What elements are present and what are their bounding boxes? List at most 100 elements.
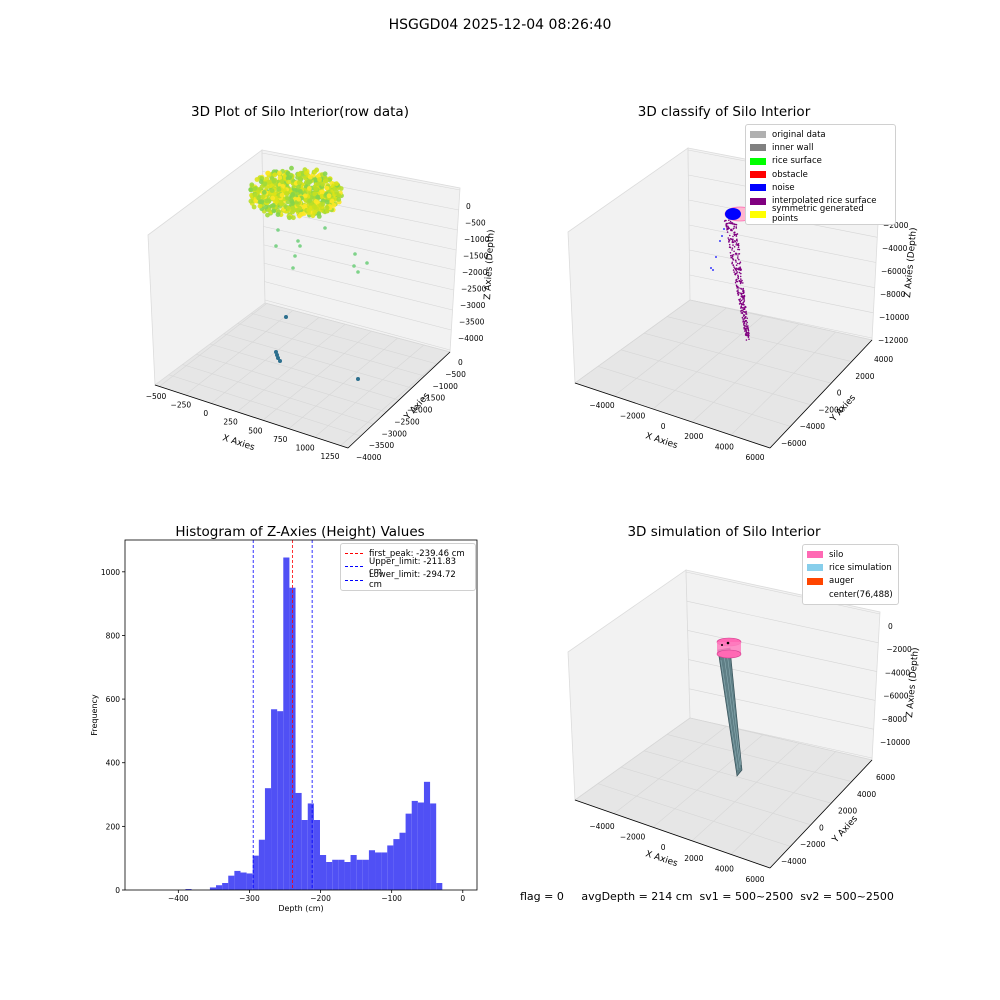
- histogram-bar: [430, 803, 437, 890]
- histogram-bar: [350, 855, 357, 890]
- histogram-bar: [375, 852, 382, 890]
- histogram-bar: [436, 883, 443, 890]
- interpolated-point: [740, 306, 743, 309]
- interpolated-point: [740, 299, 743, 302]
- raw-data-point: [316, 181, 321, 187]
- raw-data-point: [313, 199, 319, 204]
- raw-data-point: [322, 171, 328, 177]
- interpolated-point: [744, 306, 747, 309]
- interpolated-point: [732, 235, 734, 238]
- grid-line: [237, 323, 425, 377]
- raw-data-point: [334, 181, 339, 187]
- raw-data-point: [257, 199, 263, 205]
- legend-label: Upper_limit: -211.83 cm: [369, 556, 457, 577]
- grid-line: [264, 262, 453, 311]
- x-tick-label: 0: [661, 422, 666, 431]
- interpolated-point: [732, 241, 735, 244]
- interpolated-point: [742, 320, 745, 322]
- grid-line: [168, 374, 361, 437]
- histogram-bar: [411, 800, 418, 890]
- z-tick-label: −6000: [881, 267, 907, 276]
- interpolated-point: [731, 229, 733, 232]
- raw-data-point: [284, 195, 290, 201]
- histogram-bar: [307, 803, 314, 890]
- grid-line: [643, 332, 832, 384]
- interpolated-point: [729, 246, 732, 249]
- interpolated-point: [731, 262, 733, 265]
- raw-data-point: [252, 186, 258, 192]
- legend-label: rice simulation: [829, 562, 892, 573]
- histogram-bar: [283, 557, 290, 890]
- status-footer: flag = 0 avgDepth = 214 cm sv1 = 500~250…: [520, 890, 894, 903]
- grid-line: [666, 316, 852, 362]
- grid-line: [689, 717, 873, 761]
- grid-line: [182, 364, 374, 425]
- y-tick-label: −1000: [433, 382, 459, 391]
- histogram-bar: [240, 872, 247, 890]
- legend-label: auger: [829, 576, 854, 587]
- x-tick-label: −250: [171, 401, 192, 410]
- raw-data-point: [253, 198, 259, 204]
- interpolated-point: [734, 233, 737, 236]
- interpolated-point: [730, 254, 732, 257]
- raw-data-point: [356, 377, 360, 381]
- grid-line: [687, 630, 877, 672]
- interpolated-point: [728, 239, 731, 241]
- interpolated-point: [741, 295, 744, 297]
- z-tick-label: −6000: [883, 692, 909, 701]
- interpolated-point: [738, 287, 740, 289]
- panel2-legend: original data inner wall rice surface ob…: [745, 124, 896, 226]
- raw-data-point: [306, 207, 312, 213]
- interpolated-point: [742, 318, 744, 321]
- x-tick-label: 250: [223, 418, 238, 427]
- interpolated-point: [734, 231, 736, 234]
- raw-data-point: [336, 197, 342, 202]
- interpolated-point: [742, 308, 745, 311]
- z-tick-label: −500: [465, 219, 486, 228]
- z-tick-label: −12000: [878, 336, 908, 345]
- interpolated-point: [732, 244, 734, 246]
- grid-line: [574, 299, 691, 384]
- legend-item: silo: [807, 548, 894, 561]
- interpolated-point: [745, 333, 747, 336]
- interpolated-point: [730, 221, 732, 224]
- grid-line: [688, 224, 877, 263]
- interpolated-point: [725, 222, 728, 225]
- interpolated-point: [738, 248, 741, 251]
- interpolated-point: [728, 227, 730, 230]
- raw-data-point: [298, 244, 302, 248]
- interpolated-point: [746, 325, 749, 328]
- panel3-legend: first_peak: -239.46 cm Upper_limit: -211…: [340, 543, 476, 591]
- raw-data-point: [260, 194, 266, 200]
- raw-data-point: [271, 203, 276, 208]
- y-tick-label: −3500: [369, 441, 395, 450]
- interpolated-point: [742, 298, 744, 300]
- z-tick-label: −3500: [459, 318, 485, 327]
- panel3-ylabel: Frequency: [90, 694, 99, 736]
- grid-line: [196, 353, 387, 413]
- interpolated-point: [735, 239, 738, 241]
- grid-line: [597, 366, 791, 427]
- legend-item: first_peak: -239.46 cm: [345, 547, 471, 560]
- histogram-bar: [264, 788, 272, 890]
- raw-data-point: [258, 179, 264, 185]
- interpolated-point: [729, 234, 731, 237]
- histogram-bar: [326, 862, 333, 890]
- interpolated-point: [739, 261, 742, 264]
- interpolated-point: [737, 255, 739, 257]
- interpolated-point: [733, 271, 735, 273]
- raw-data-point: [324, 205, 330, 211]
- interpolated-point: [738, 258, 740, 261]
- histogram-bar: [246, 873, 253, 890]
- interpolated-point: [743, 306, 745, 309]
- raw-data-point: [265, 212, 270, 218]
- grid-line: [261, 152, 461, 191]
- z-tick-label: 0: [888, 622, 893, 631]
- raw-data-point: [264, 198, 270, 204]
- grid-line: [688, 659, 876, 701]
- interpolated-point: [728, 219, 730, 221]
- y-tick-label: −1500: [420, 394, 446, 403]
- interpolated-point: [741, 292, 743, 295]
- raw-data-point: [329, 198, 335, 204]
